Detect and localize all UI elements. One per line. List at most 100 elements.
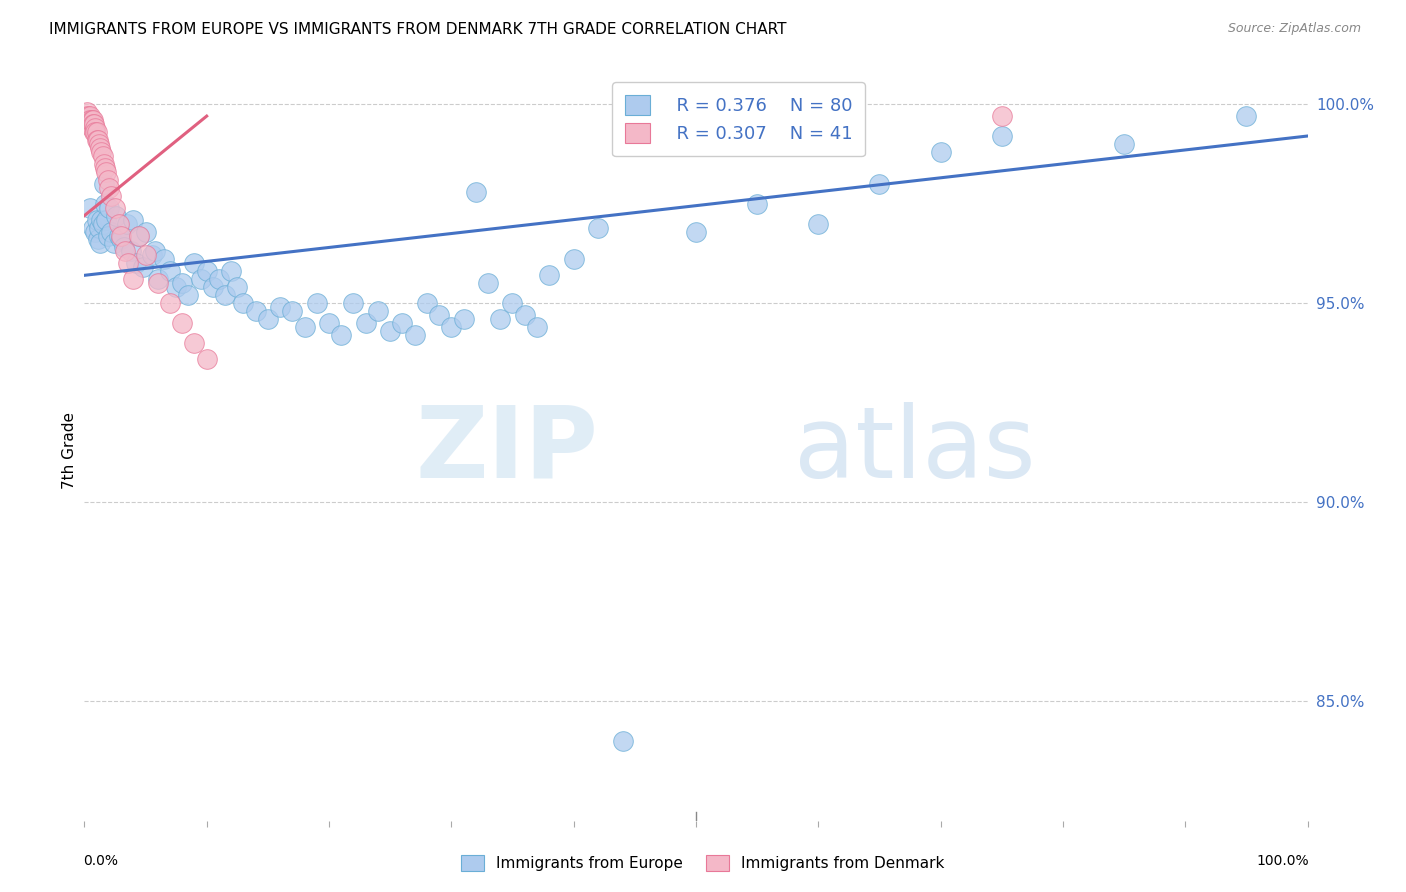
Point (294, 320, 316, 334)
Point (93, 157, 115, 171)
Point (115, 217, 138, 231)
Point (80, 113, 103, 128)
Point (612, 734, 634, 748)
Point (79, 109, 101, 123)
Point (82, 117, 104, 131)
Point (97, 201, 120, 215)
Point (269, 300, 291, 314)
Point (464, 185, 486, 199)
Text: Source: ZipAtlas.com: Source: ZipAtlas.com (1227, 22, 1361, 36)
Point (427, 308, 450, 322)
Point (991, 128, 1014, 143)
Point (562, 252, 585, 267)
Point (538, 268, 561, 283)
Point (747, 196, 769, 211)
Point (219, 264, 242, 278)
Point (416, 296, 439, 310)
Y-axis label: 7th Grade: 7th Grade (62, 412, 77, 489)
Legend: Immigrants from Europe, Immigrants from Denmark: Immigrants from Europe, Immigrants from … (456, 849, 950, 877)
Point (103, 236, 125, 251)
Point (165, 280, 187, 294)
Point (807, 217, 830, 231)
Point (183, 336, 205, 351)
Point (125, 256, 148, 270)
Point (110, 228, 132, 243)
Point (380, 324, 402, 338)
Text: 0.0%: 0.0% (83, 854, 118, 868)
Point (79, 201, 101, 215)
Point (83, 117, 105, 131)
Point (107, 228, 129, 243)
Point (97, 228, 120, 243)
Point (195, 264, 218, 278)
Point (226, 280, 249, 294)
Point (143, 244, 166, 259)
Point (128, 228, 150, 243)
Point (135, 248, 157, 262)
Point (146, 277, 169, 291)
Point (91, 149, 114, 163)
Point (281, 304, 304, 318)
Point (172, 277, 194, 291)
Point (87, 136, 110, 151)
Point (100, 188, 122, 202)
Point (82, 220, 104, 235)
Point (141, 248, 163, 262)
Text: 100.0%: 100.0% (1256, 854, 1309, 868)
Point (91, 217, 114, 231)
Point (477, 277, 499, 291)
Point (991, 109, 1014, 123)
Point (214, 288, 236, 302)
Point (105, 209, 128, 223)
Point (96, 165, 118, 179)
Point (77, 109, 100, 123)
Point (100, 225, 122, 239)
Point (305, 296, 328, 310)
Point (93, 177, 115, 191)
Point (929, 145, 952, 159)
Point (117, 256, 139, 270)
Legend:   R = 0.376    N = 80,   R = 0.307    N = 41: R = 0.376 N = 80, R = 0.307 N = 41 (613, 82, 865, 156)
Point (87, 133, 110, 147)
Point (453, 312, 475, 326)
Point (489, 312, 512, 326)
Point (513, 308, 536, 322)
Point (586, 220, 609, 235)
Point (75, 109, 97, 123)
Point (318, 316, 340, 330)
Point (76, 105, 98, 120)
Point (153, 252, 176, 267)
Point (1236, 109, 1258, 123)
Point (177, 288, 200, 302)
Point (104, 201, 127, 215)
Point (86, 133, 108, 147)
Point (685, 225, 707, 239)
Point (122, 272, 145, 286)
Point (90, 212, 112, 227)
Point (245, 304, 267, 318)
Text: ZIP: ZIP (415, 402, 598, 499)
Point (86, 125, 108, 139)
Point (89, 236, 111, 251)
Point (195, 351, 218, 366)
Point (114, 244, 136, 259)
Point (97, 173, 120, 187)
Point (330, 328, 353, 343)
Point (128, 228, 150, 243)
Point (79, 113, 101, 128)
Point (110, 232, 132, 246)
Point (89, 141, 111, 155)
Text: atlas: atlas (794, 402, 1035, 499)
Point (342, 296, 364, 310)
Point (391, 316, 413, 330)
Point (526, 320, 548, 334)
Point (440, 320, 463, 334)
Point (82, 113, 104, 128)
Point (112, 240, 135, 254)
Point (257, 312, 280, 326)
Point (232, 296, 254, 310)
Text: IMMIGRANTS FROM EUROPE VS IMMIGRANTS FROM DENMARK 7TH GRADE CORRELATION CHART: IMMIGRANTS FROM EUROPE VS IMMIGRANTS FRO… (49, 22, 787, 37)
Point (146, 272, 169, 286)
Point (96, 212, 118, 227)
Point (367, 304, 389, 318)
